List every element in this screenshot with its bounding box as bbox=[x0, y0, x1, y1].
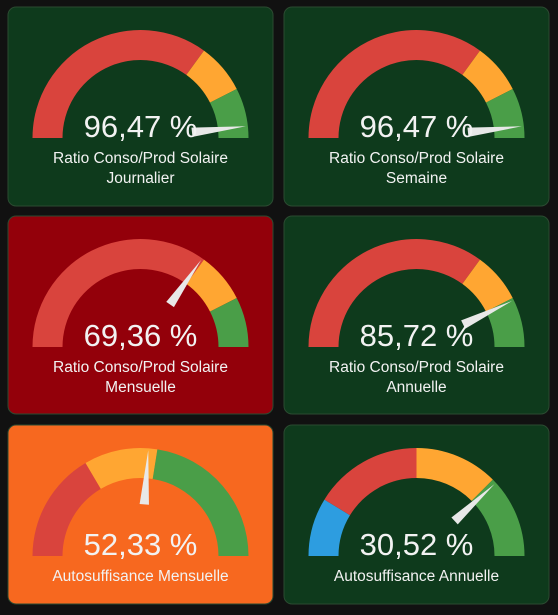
gauge-segment bbox=[209, 297, 249, 347]
gauge-segment bbox=[462, 50, 513, 103]
gauge-needle bbox=[467, 126, 522, 137]
gauge-needle bbox=[139, 450, 149, 505]
gauge-segment bbox=[186, 259, 237, 312]
gauge-segment bbox=[152, 449, 249, 556]
gauge-segment bbox=[32, 29, 204, 138]
gauge-value: 96,47 % bbox=[84, 109, 198, 144]
card-background bbox=[7, 424, 274, 605]
gauge-value: 85,72 % bbox=[360, 318, 474, 353]
gauge-segment bbox=[471, 479, 525, 556]
gauge-segment bbox=[209, 88, 249, 138]
card-background bbox=[283, 424, 550, 605]
gauge-segment bbox=[416, 448, 493, 501]
gauge-name: Autosuffisance Annuelle bbox=[334, 568, 499, 585]
gauge-name: Ratio Conso/Prod Solaire bbox=[53, 359, 228, 376]
gauge-segment bbox=[485, 88, 525, 138]
gauge-value: 30,52 % bbox=[360, 527, 474, 562]
gauge-value: 96,47 % bbox=[360, 109, 474, 144]
gauge-name: Mensuelle bbox=[105, 379, 176, 396]
gauge-segment bbox=[462, 259, 513, 312]
gauge-segment bbox=[324, 448, 417, 516]
gauge-name: Autosuffisance Mensuelle bbox=[52, 568, 228, 585]
gauge-needle bbox=[451, 484, 495, 525]
gauge-name: Journalier bbox=[106, 170, 174, 187]
gauge-needle bbox=[166, 260, 202, 308]
gauge-needle bbox=[461, 301, 513, 329]
gauge-card[interactable]: 96,47 % Ratio Conso/Prod Solaire Semaine bbox=[283, 6, 550, 207]
gauge-card[interactable]: 85,72 % Ratio Conso/Prod Solaire Annuelle bbox=[283, 215, 550, 415]
gauge-segment bbox=[32, 238, 204, 347]
gauge-card[interactable]: 52,33 % Autosuffisance Mensuelle bbox=[7, 424, 274, 605]
gauge-name: Ratio Conso/Prod Solaire bbox=[329, 150, 504, 167]
gauge-needle bbox=[191, 126, 246, 137]
gauge-name: Ratio Conso/Prod Solaire bbox=[329, 359, 504, 376]
gauge-card[interactable]: 30,52 % Autosuffisance Annuelle bbox=[283, 424, 550, 605]
gauge-name: Annuelle bbox=[386, 379, 446, 396]
gauge-card[interactable]: 69,36 % Ratio Conso/Prod Solaire Mensuelle bbox=[7, 215, 274, 415]
gauge-card[interactable]: 96,47 % Ratio Conso/Prod Solaire Journalie… bbox=[7, 6, 274, 207]
gauge-segment bbox=[308, 238, 480, 347]
gauge-value: 52,33 % bbox=[84, 527, 198, 562]
gauge-name: Semaine bbox=[386, 170, 447, 187]
gauge-segment bbox=[186, 50, 237, 103]
gauge-segment bbox=[308, 29, 480, 138]
gauge-segment bbox=[85, 448, 158, 489]
gauge-segment bbox=[32, 463, 101, 556]
gauge-name: Ratio Conso/Prod Solaire bbox=[53, 150, 228, 167]
gauge-segment bbox=[308, 499, 350, 556]
gauge-value: 69,36 % bbox=[84, 318, 198, 353]
